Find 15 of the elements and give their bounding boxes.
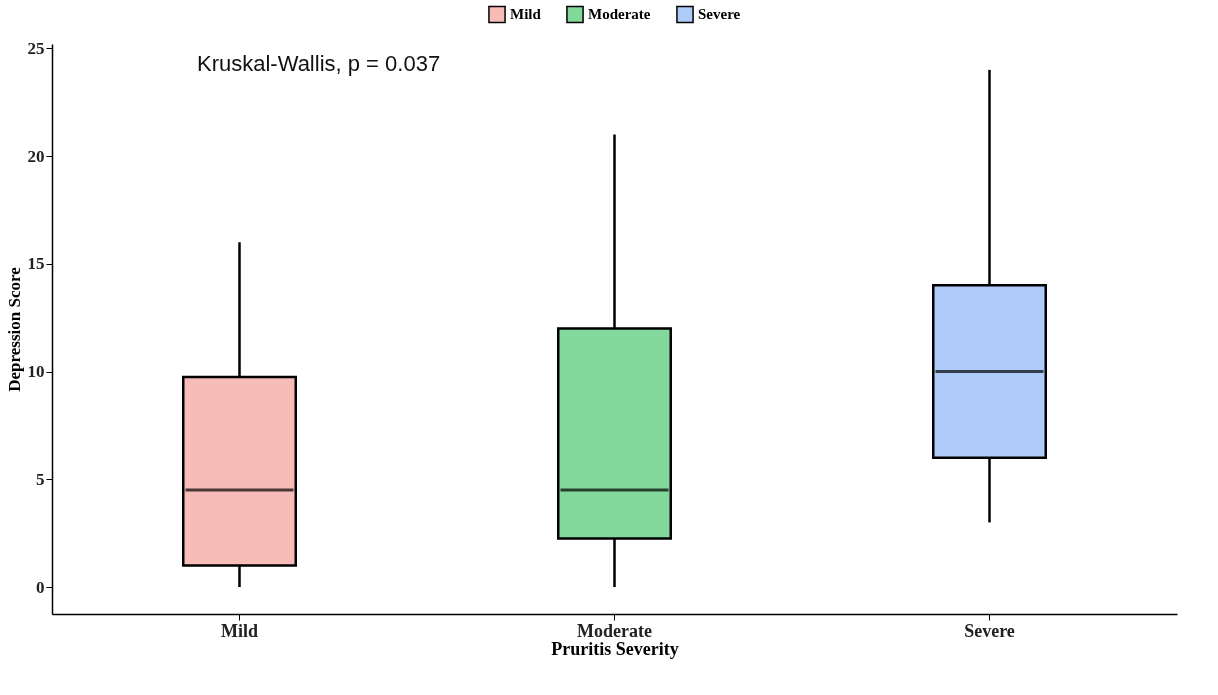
y-tick-label: 15 xyxy=(27,254,45,274)
x-tick-label: Mild xyxy=(220,620,259,641)
x-tick-label: Severe xyxy=(964,620,1015,641)
y-tick-label: 10 xyxy=(27,362,45,382)
legend-label: Moderate xyxy=(588,6,651,23)
y-tick-label: 25 xyxy=(27,38,45,58)
legend-label: Mild xyxy=(510,6,542,23)
y-tick-label: 0 xyxy=(36,577,45,597)
legend-label: Severe xyxy=(698,6,741,23)
annotation: Kruskal-Wallis, p = 0.037 xyxy=(197,51,441,76)
y-tick-label: 20 xyxy=(27,146,45,166)
x-axis-title: Pruritis Severity xyxy=(551,638,679,659)
y-tick-label: 5 xyxy=(36,469,45,489)
x-tick-label: Moderate xyxy=(577,620,652,641)
y-axis-title: Depression Score xyxy=(4,266,24,392)
